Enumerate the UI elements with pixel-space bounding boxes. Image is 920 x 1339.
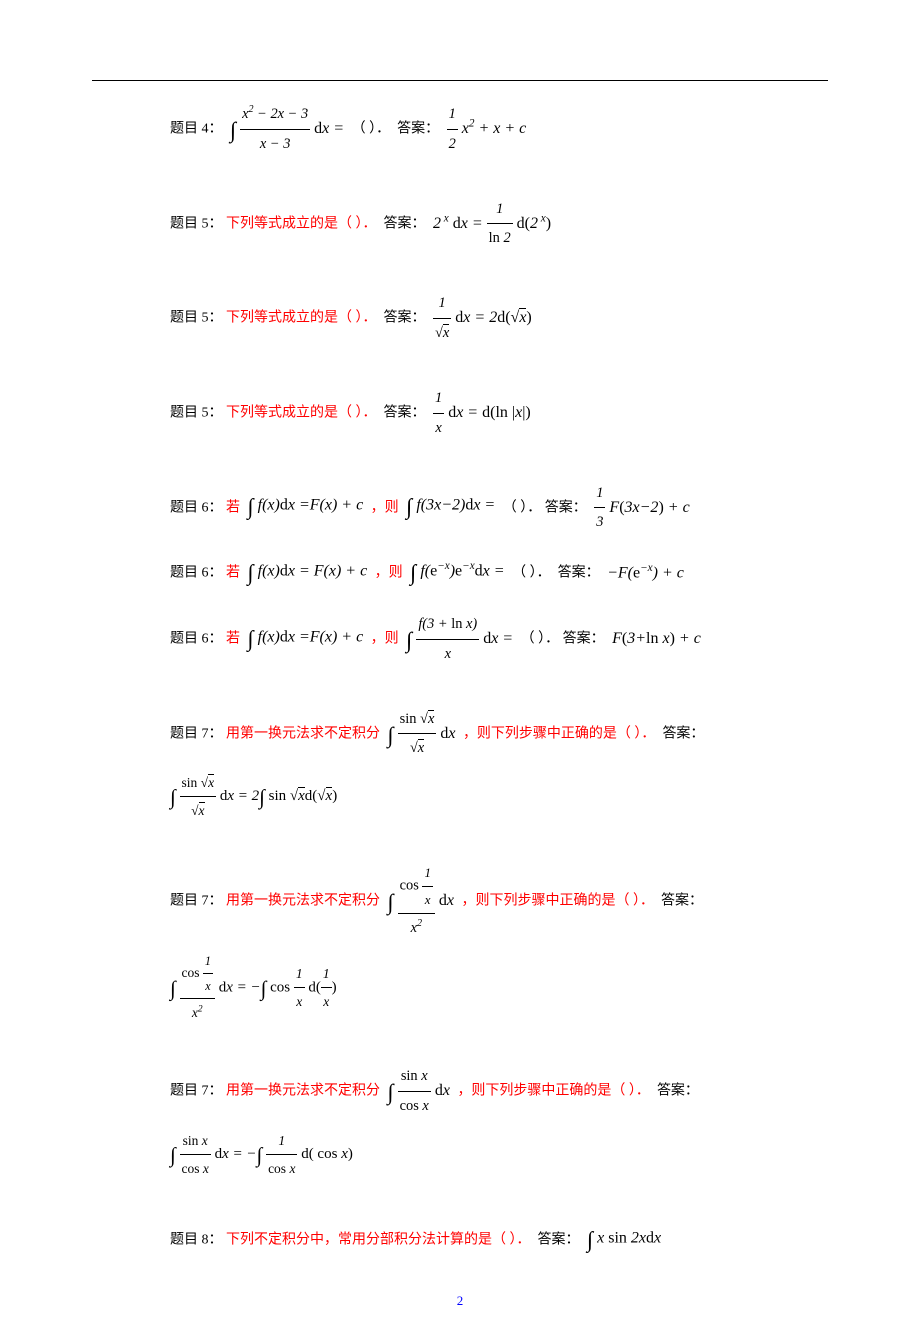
q6a-paren: （ ）． — [503, 500, 542, 515]
q4-ans-label: 答案： — [397, 122, 439, 137]
q5a-ans-label: 答案： — [384, 216, 426, 231]
q8-label: 题目 8： — [170, 1233, 223, 1248]
q6b-label: 题目 6： — [170, 566, 223, 581]
question-6a: 题目 6： 若 ∫ f(x)dx =F(x) + c ，则 ∫ f(3x−2)d… — [170, 479, 750, 538]
q7c-f1: ∫ sin xcos x dx — [384, 1062, 454, 1121]
q7a-t1: 用第一换元法求不定积分 — [226, 726, 380, 741]
q6a-label: 题目 6： — [170, 500, 223, 515]
q4-ans: 12 x2 + x + c — [443, 100, 531, 159]
question-7a: 题目 7： 用第一换元法求不定积分 ∫ sin √x√x dx ，则下列步骤中正… — [170, 705, 750, 825]
q7c-label: 题目 7： — [170, 1084, 223, 1099]
question-7b: 题目 7： 用第一换元法求不定积分 ∫ cos 1x x2 dx ，则下列步骤中… — [170, 860, 750, 1026]
q5c-text: 下列等式成立的是（ ）． — [226, 405, 377, 420]
q4-label: 题目 4： — [170, 122, 223, 137]
q6c-label: 题目 6： — [170, 631, 223, 646]
q7a-t2: ，则下列步骤中正确的是（ ）． — [463, 726, 656, 741]
q7a-f1: ∫ sin √x√x dx — [384, 705, 460, 764]
q6b-f1: ∫ f(x)dx = F(x) + c — [244, 551, 372, 596]
q7a-ans-label: 答案： — [662, 726, 704, 741]
q6a-f1: ∫ f(x)dx =F(x) + c — [244, 485, 368, 530]
question-4: 题目 4： ∫ x2 − 2x − 3x − 3 dx = （ ）． 答案： 1… — [170, 100, 750, 159]
q6c-f1: ∫ f(x)dx =F(x) + c — [244, 617, 368, 662]
q7c-t2: ，则下列步骤中正确的是（ ）． — [457, 1084, 650, 1099]
q6a-ans: 13 F(3x−2) + c — [590, 479, 693, 538]
question-5a: 题目 5： 下列等式成立的是（ ）． 答案： 2 x dx = 1ln 2 d(… — [170, 195, 750, 254]
q4-formula: ∫ x2 − 2x − 3x − 3 dx = — [226, 100, 348, 159]
q7c-ans: ∫ sin xcos x dx = −∫ 1cos x d( cos x) — [170, 1127, 750, 1182]
q6b-ans: −F(e−x) + c — [603, 557, 688, 589]
q8-ans: ∫ x sin 2xdx — [583, 1218, 665, 1263]
q7c-t1: 用第一换元法求不定积分 — [226, 1084, 380, 1099]
q7b-t1: 用第一换元法求不定积分 — [226, 894, 380, 909]
q5c-ans-label: 答案： — [384, 405, 426, 420]
q6a-if: 若 — [226, 500, 240, 515]
q6c-if: 若 — [226, 631, 240, 646]
q6a-f2: ∫ f(3x−2)dx = — [402, 485, 499, 530]
q5c-ans: 1x dx = d(ln |x|) — [429, 384, 535, 443]
q7b-f1: ∫ cos 1x x2 dx — [384, 860, 459, 943]
page: 题目 4： ∫ x2 − 2x − 3x − 3 dx = （ ）． 答案： 1… — [0, 0, 920, 1339]
q6b-then: ，则 — [375, 566, 403, 581]
q6c-ans: F(3+ln x) + c — [608, 623, 705, 655]
q6c-paren: （ ）． — [521, 631, 560, 646]
q7c-ans-label: 答案： — [657, 1084, 699, 1099]
q5b-ans: 1√x dx = 2d(√x) — [429, 289, 536, 348]
q6b-ans-label: 答案： — [558, 566, 600, 581]
q6a-ans-label: 答案： — [545, 500, 587, 515]
q5c-label: 题目 5： — [170, 405, 223, 420]
q6b-paren: （ ）． — [512, 566, 551, 581]
question-7c: 题目 7： 用第一换元法求不定积分 ∫ sin xcos x dx ，则下列步骤… — [170, 1062, 750, 1182]
q5b-ans-label: 答案： — [384, 311, 426, 326]
q7a-ans: ∫ sin √x√x dx = 2∫ sin √xd(√x) — [170, 769, 750, 824]
q5b-text: 下列等式成立的是（ ）． — [226, 311, 377, 326]
question-8: 题目 8： 下列不定积分中，常用分部积分法计算的是（ ）． 答案： ∫ x si… — [170, 1218, 750, 1263]
q5a-text: 下列等式成立的是（ ）． — [226, 216, 377, 231]
q6b-if: 若 — [226, 566, 240, 581]
q5a-ans: 2 x dx = 1ln 2 d(2 x) — [429, 195, 555, 254]
q6c-f2: ∫ f(3 + ln x)x dx = — [402, 610, 517, 669]
q8-text: 下列不定积分中，常用分部积分法计算的是（ ）． — [226, 1233, 531, 1248]
question-6c: 题目 6： 若 ∫ f(x)dx =F(x) + c ，则 ∫ f(3 + ln… — [170, 610, 750, 669]
question-5b: 题目 5： 下列等式成立的是（ ）． 答案： 1√x dx = 2d(√x) — [170, 289, 750, 348]
q7a-label: 题目 7： — [170, 726, 223, 741]
q4-paren: （ ）． — [352, 122, 391, 137]
q5a-label: 题目 5： — [170, 216, 223, 231]
q7b-label: 题目 7： — [170, 894, 223, 909]
question-6b: 题目 6： 若 ∫ f(x)dx = F(x) + c ，则 ∫ f(e−x)e… — [170, 551, 750, 596]
q7b-ans: ∫ cos 1x x2 dx = −∫ cos 1x d(1x) — [170, 949, 750, 1027]
q6c-ans-label: 答案： — [563, 631, 605, 646]
q6b-f2: ∫ f(e−x)e−xdx = — [406, 551, 508, 596]
q6c-then: ，则 — [371, 631, 399, 646]
q6a-then: ，则 — [371, 500, 399, 515]
q8-ans-label: 答案： — [538, 1233, 580, 1248]
q7b-ans-label: 答案： — [661, 894, 703, 909]
page-number: 2 — [0, 1293, 920, 1309]
question-5c: 题目 5： 下列等式成立的是（ ）． 答案： 1x dx = d(ln |x|) — [170, 384, 750, 443]
q5b-label: 题目 5： — [170, 311, 223, 326]
q7b-t2: ，则下列步骤中正确的是（ ）． — [462, 894, 655, 909]
